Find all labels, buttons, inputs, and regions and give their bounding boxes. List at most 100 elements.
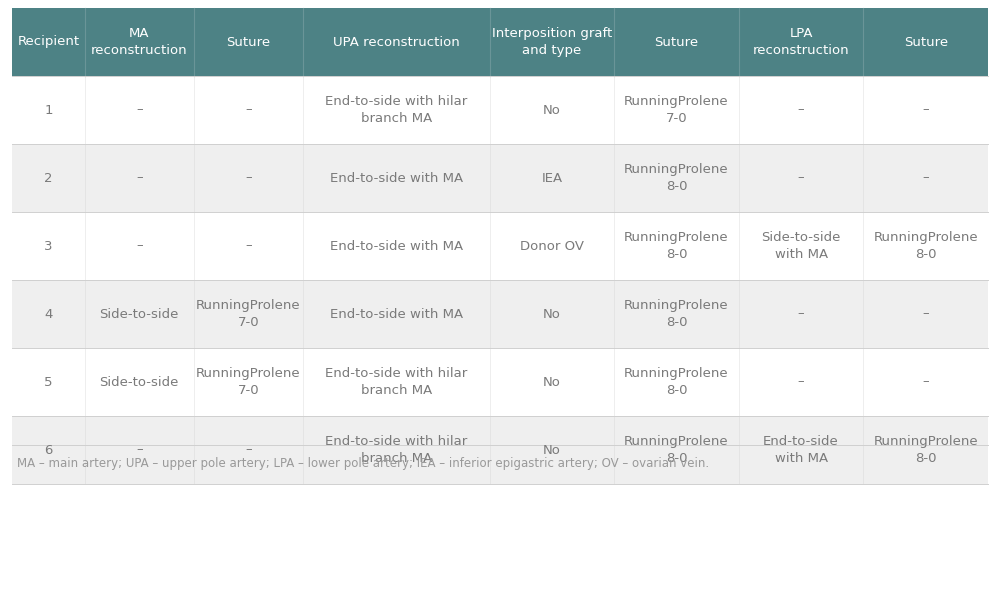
Text: RunningProlene
8-0: RunningProlene 8-0 xyxy=(873,231,978,261)
Bar xyxy=(614,212,739,280)
Bar xyxy=(863,8,988,76)
Text: No: No xyxy=(543,307,561,320)
Bar xyxy=(863,348,988,416)
Text: RunningProlene
8-0: RunningProlene 8-0 xyxy=(624,299,729,329)
Text: IEA: IEA xyxy=(541,172,562,185)
Text: 3: 3 xyxy=(44,239,53,253)
Bar xyxy=(490,76,614,144)
Bar xyxy=(863,144,988,212)
Bar xyxy=(85,212,194,280)
Bar xyxy=(490,280,614,348)
Bar xyxy=(303,212,490,280)
Text: Side-to-side: Side-to-side xyxy=(100,376,179,389)
Bar xyxy=(303,8,490,76)
Text: –: – xyxy=(922,172,929,185)
Text: End-to-side with MA: End-to-side with MA xyxy=(330,307,463,320)
Text: –: – xyxy=(798,103,804,116)
Text: End-to-side with MA: End-to-side with MA xyxy=(330,172,463,185)
Bar xyxy=(303,144,490,212)
Text: –: – xyxy=(922,376,929,389)
Bar xyxy=(12,144,85,212)
Text: UPA reconstruction: UPA reconstruction xyxy=(333,35,460,49)
Bar xyxy=(194,416,303,484)
Text: No: No xyxy=(543,376,561,389)
Bar xyxy=(303,76,490,144)
Text: End-to-side
with MA: End-to-side with MA xyxy=(763,435,839,465)
Text: RunningProlene
8-0: RunningProlene 8-0 xyxy=(624,231,729,261)
Text: Donor OV: Donor OV xyxy=(520,239,584,253)
Text: Recipient: Recipient xyxy=(17,35,79,49)
Text: End-to-side with hilar
branch MA: End-to-side with hilar branch MA xyxy=(325,95,467,125)
Text: –: – xyxy=(798,172,804,185)
Text: –: – xyxy=(245,172,252,185)
Text: –: – xyxy=(798,376,804,389)
Text: –: – xyxy=(245,103,252,116)
Bar xyxy=(85,76,194,144)
Bar xyxy=(85,144,194,212)
Text: RunningProlene
7-0: RunningProlene 7-0 xyxy=(196,299,301,329)
Text: 4: 4 xyxy=(44,307,53,320)
Bar xyxy=(863,212,988,280)
Bar xyxy=(490,416,614,484)
Bar xyxy=(739,144,863,212)
Bar xyxy=(490,8,614,76)
Text: –: – xyxy=(136,172,143,185)
Bar xyxy=(194,76,303,144)
Bar xyxy=(490,212,614,280)
Text: Side-to-side
with MA: Side-to-side with MA xyxy=(761,231,841,261)
Bar xyxy=(614,144,739,212)
Bar xyxy=(739,280,863,348)
Text: RunningProlene
8-0: RunningProlene 8-0 xyxy=(624,435,729,465)
Bar xyxy=(303,416,490,484)
Text: No: No xyxy=(543,103,561,116)
Bar xyxy=(194,348,303,416)
Bar xyxy=(739,212,863,280)
Bar xyxy=(85,348,194,416)
Text: –: – xyxy=(136,239,143,253)
Bar xyxy=(739,348,863,416)
Bar xyxy=(85,416,194,484)
Bar xyxy=(12,280,85,348)
Bar xyxy=(614,416,739,484)
Text: 5: 5 xyxy=(44,376,53,389)
Bar xyxy=(194,212,303,280)
Text: –: – xyxy=(245,443,252,457)
Text: End-to-side with hilar
branch MA: End-to-side with hilar branch MA xyxy=(325,367,467,397)
Bar xyxy=(863,76,988,144)
Text: Interposition graft
and type: Interposition graft and type xyxy=(492,27,612,57)
Bar xyxy=(303,348,490,416)
Bar xyxy=(739,8,863,76)
Bar xyxy=(490,348,614,416)
Bar xyxy=(85,280,194,348)
Bar xyxy=(490,144,614,212)
Bar xyxy=(12,8,85,76)
Bar xyxy=(12,348,85,416)
Bar xyxy=(12,76,85,144)
Bar xyxy=(85,8,194,76)
Text: No: No xyxy=(543,443,561,457)
Text: Suture: Suture xyxy=(904,35,948,49)
Bar xyxy=(739,416,863,484)
Text: –: – xyxy=(245,239,252,253)
Text: 6: 6 xyxy=(44,443,53,457)
Bar xyxy=(194,8,303,76)
Text: LPA
reconstruction: LPA reconstruction xyxy=(753,27,849,57)
Text: MA
reconstruction: MA reconstruction xyxy=(91,27,188,57)
Bar xyxy=(12,212,85,280)
Bar xyxy=(303,280,490,348)
Text: –: – xyxy=(922,307,929,320)
Bar xyxy=(194,280,303,348)
Text: RunningProlene
8-0: RunningProlene 8-0 xyxy=(624,367,729,397)
Text: 2: 2 xyxy=(44,172,53,185)
Text: RunningProlene
8-0: RunningProlene 8-0 xyxy=(873,435,978,465)
Text: 1: 1 xyxy=(44,103,53,116)
Bar xyxy=(739,76,863,144)
Text: Suture: Suture xyxy=(654,35,699,49)
Bar xyxy=(614,280,739,348)
Text: Suture: Suture xyxy=(226,35,270,49)
Bar xyxy=(12,416,85,484)
Bar xyxy=(614,348,739,416)
Text: RunningProlene
7-0: RunningProlene 7-0 xyxy=(196,367,301,397)
Bar xyxy=(194,144,303,212)
Text: –: – xyxy=(136,103,143,116)
